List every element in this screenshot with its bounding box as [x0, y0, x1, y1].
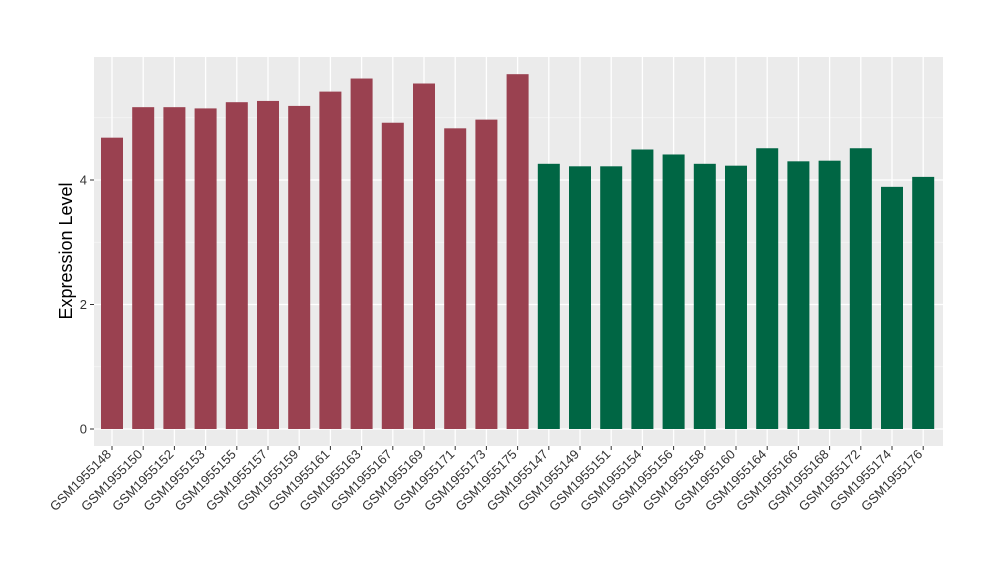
bar-GSM1955173 [475, 119, 498, 430]
bar-GSM1955147 [537, 163, 560, 429]
y-axis-title: Expression Level [56, 182, 76, 319]
bar-GSM1955171 [444, 128, 467, 429]
bar-GSM1955166 [787, 161, 810, 429]
bar-GSM1955168 [818, 160, 841, 429]
bar-GSM1955176 [912, 176, 935, 429]
y-axis: 0 2 4 [80, 173, 94, 437]
bar-GSM1955163 [350, 78, 373, 429]
bar-GSM1955175 [506, 74, 529, 430]
bar-GSM1955158 [693, 163, 716, 429]
bar-GSM1955155 [225, 102, 248, 429]
bar-GSM1955164 [756, 148, 779, 429]
bar-GSM1955153 [194, 108, 217, 429]
bar-GSM1955154 [631, 149, 654, 429]
y-tick-label: 0 [80, 422, 87, 437]
bar-GSM1955161 [319, 91, 342, 430]
bars [101, 74, 935, 430]
bar-GSM1955159 [288, 105, 311, 430]
bar-GSM1955152 [163, 107, 186, 430]
bar-GSM1955160 [725, 165, 747, 429]
x-axis: GSM1955148GSM1955150GSM1955152GSM1955153… [47, 446, 925, 514]
bar-GSM1955167 [381, 122, 404, 429]
bar-GSM1955172 [849, 148, 872, 429]
bar-GSM1955149 [569, 166, 591, 429]
bar-GSM1955174 [881, 186, 903, 429]
y-tick-label: 2 [80, 297, 87, 312]
y-tick-label: 4 [80, 173, 87, 188]
bar-GSM1955151 [600, 166, 623, 429]
bar-GSM1955157 [257, 100, 279, 429]
bar-GSM1955156 [662, 154, 685, 430]
bar-GSM1955150 [132, 107, 155, 430]
bar-GSM1955148 [101, 137, 123, 430]
bar-GSM1955169 [413, 83, 435, 429]
